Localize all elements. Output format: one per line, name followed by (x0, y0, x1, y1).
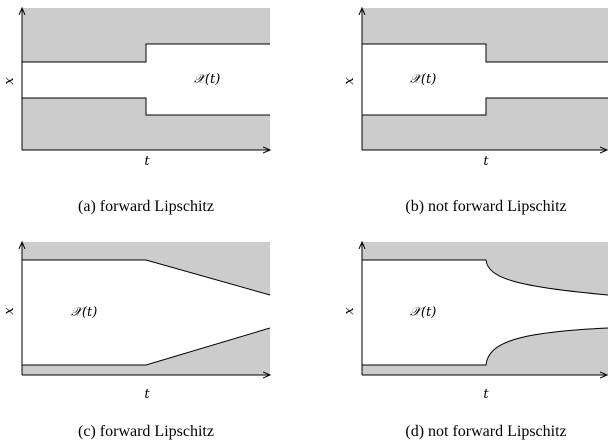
panel-a-feasible-set (22, 44, 270, 115)
panel-d-x-label: x (342, 307, 357, 315)
panel-c-set-label: 𝒳(t) (71, 305, 98, 320)
panel-d-feasible-set (362, 260, 608, 365)
panel-a-x-label: x (2, 77, 17, 85)
panel-a-upper-boundary (22, 43, 270, 63)
panel-b-t-label: t (483, 154, 489, 169)
panel-a-lower-boundary (22, 97, 270, 116)
panel-b-x-label: x (342, 77, 357, 85)
panel-d-upper-boundary (362, 259, 608, 296)
panel-c: x t 𝒳(t) (c) forward Lipschitz (2, 242, 270, 440)
panel-d-set-label: 𝒳(t) (410, 305, 437, 320)
panel-d-lower-boundary (362, 327, 608, 366)
panel-c-lower-boundary (22, 327, 271, 366)
panel-c-upper-boundary (22, 259, 271, 296)
panel-b-set-label: 𝒳(t) (410, 72, 437, 87)
panel-b-lower-boundary (362, 97, 608, 116)
panel-c-x-label: x (2, 307, 17, 315)
panel-a-set-label: 𝒳(t) (194, 72, 221, 87)
panel-c-feasible-set (22, 260, 270, 365)
panel-a-caption: (a) forward Lipschitz (78, 198, 214, 215)
panel-d-t-label: t (483, 387, 489, 402)
panel-a: x t 𝒳(t) (a) forward Lipschitz (2, 8, 270, 215)
panel-b-upper-boundary (362, 43, 608, 63)
panel-d-caption: (d) not forward Lipschitz (405, 423, 566, 440)
panel-b-caption: (b) not forward Lipschitz (405, 198, 566, 215)
panel-c-t-label: t (144, 387, 150, 402)
panel-b-feasible-set (362, 44, 608, 115)
panel-a-t-label: t (144, 154, 150, 169)
panel-d: x t 𝒳(t) (d) not forward Lipschitz (342, 242, 608, 440)
panel-c-caption: (c) forward Lipschitz (78, 423, 214, 440)
panel-b: x t 𝒳(t) (b) not forward Lipschitz (342, 8, 608, 215)
